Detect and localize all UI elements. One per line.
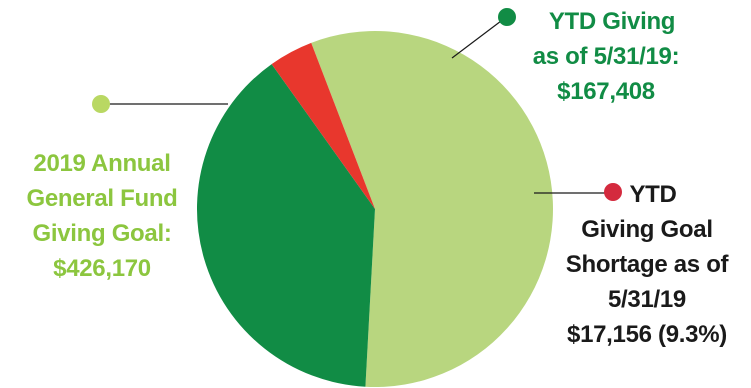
label-line: $426,170 bbox=[53, 255, 151, 282]
label-line: YTD bbox=[629, 181, 677, 208]
legend-dot-shortage bbox=[604, 183, 622, 201]
label-line: $17,156 (9.3%) bbox=[567, 321, 727, 348]
leader-lines bbox=[92, 8, 622, 201]
label-line: Giving Goal: bbox=[32, 220, 172, 247]
pie-slice-shortage bbox=[271, 42, 375, 209]
pie-slice-ytd bbox=[196, 64, 375, 387]
label-line: General Fund bbox=[26, 185, 178, 212]
label-line: YTD Giving bbox=[548, 8, 676, 35]
label-ytd-giving: YTD Giving as of 5/31/19: $167,408 bbox=[508, 4, 704, 109]
legend-dot-ytd bbox=[498, 8, 516, 26]
label-line: 2019 Annual bbox=[33, 150, 171, 177]
label-annual-goal: 2019 Annual General Fund Giving Goal: $4… bbox=[4, 146, 200, 286]
legend-dot-goal bbox=[92, 95, 110, 113]
pie-slice-goal bbox=[311, 30, 553, 387]
label-line: 5/31/19 bbox=[608, 286, 686, 313]
pie-slices bbox=[196, 30, 553, 387]
label-line: as of 5/31/19: bbox=[532, 43, 680, 70]
label-shortage: YTD Giving Goal Shortage as of 5/31/19 $… bbox=[545, 177, 749, 352]
label-line: $167,408 bbox=[557, 78, 655, 105]
leader-line-ytd bbox=[451, 17, 506, 59]
label-line: Giving Goal bbox=[581, 216, 713, 243]
label-line: Shortage as of bbox=[565, 251, 729, 278]
